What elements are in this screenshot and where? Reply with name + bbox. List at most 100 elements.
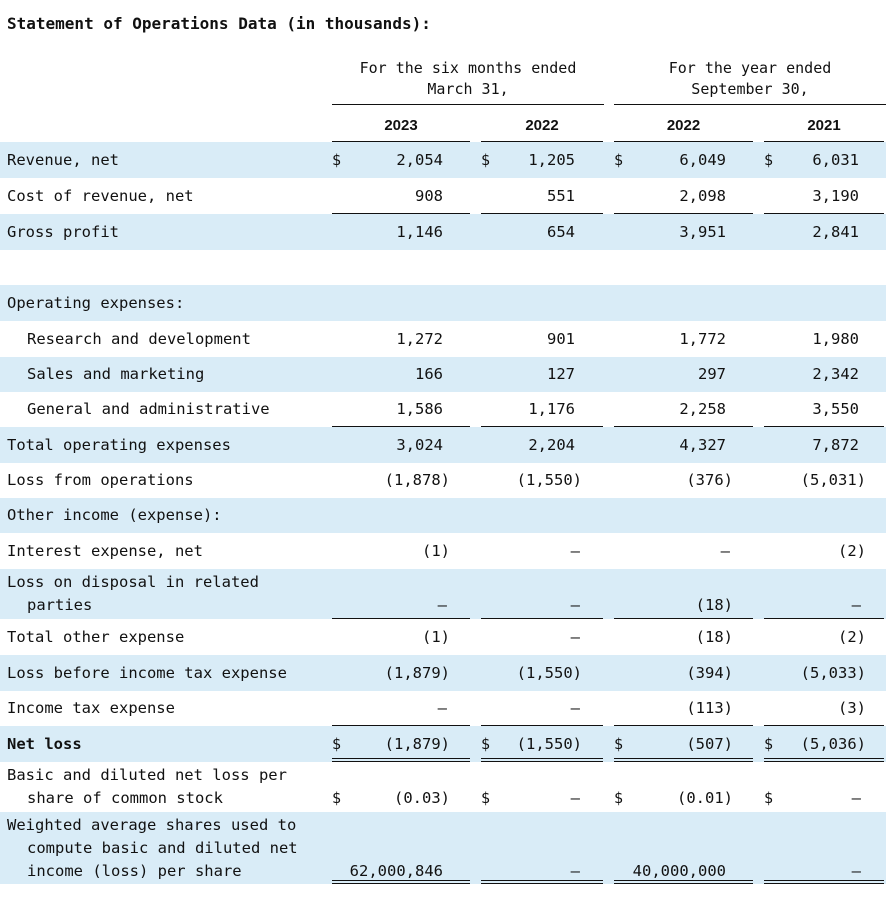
- year-header-rule: [332, 141, 470, 142]
- subtotal-underline: [332, 618, 470, 619]
- double-underline: [614, 883, 753, 884]
- value-cell: —: [570, 789, 580, 807]
- value-cell: 3,550: [812, 400, 859, 418]
- value-cell: 901: [547, 330, 575, 348]
- value-cell: 297: [698, 365, 726, 383]
- value-cell: —: [570, 862, 580, 880]
- value-cell: —: [437, 596, 447, 614]
- table-row: Sales and marketing 166 127 297 2,342: [0, 357, 886, 392]
- value-cell: 127: [547, 365, 575, 383]
- subtotal-underline: [614, 426, 753, 427]
- value-cell: 166: [415, 365, 443, 383]
- value-cell: (2): [838, 542, 866, 560]
- value-cell: 62,000,846: [349, 862, 443, 880]
- header-six-months: For the six months ended March 31,: [332, 58, 604, 100]
- table-row: Total other expense (1) — (18) (2): [0, 619, 886, 655]
- value-cell: (1,550): [516, 471, 582, 489]
- row-label: Sales and marketing: [27, 365, 205, 383]
- statement-title: Statement of Operations Data (in thousan…: [7, 14, 431, 33]
- currency-symbol: $: [764, 789, 774, 807]
- double-underline: [332, 883, 470, 884]
- value-cell: (18): [695, 628, 733, 646]
- double-underline: [481, 883, 603, 884]
- row-label: Cost of revenue, net: [7, 187, 194, 205]
- double-underline: [764, 883, 884, 884]
- table-row: Weighted average shares used to compute b…: [0, 812, 886, 884]
- value-cell: 908: [415, 187, 443, 205]
- subtotal-underline: [481, 725, 603, 726]
- value-cell: (3): [838, 699, 866, 717]
- value-cell: —: [720, 542, 730, 560]
- subtotal-underline: [764, 618, 884, 619]
- year-header-rule: [764, 141, 884, 142]
- value-cell: (18): [695, 596, 733, 614]
- value-cell: 1,205: [528, 151, 575, 169]
- double-underline: [614, 880, 753, 881]
- table-row: Net loss (1,879) $ (1,550) $ (507) $ (5,036) $: [0, 726, 886, 762]
- value-cell: 7,872: [812, 436, 859, 454]
- double-underline: [332, 880, 470, 881]
- value-cell: 6,031: [812, 151, 859, 169]
- value-cell: —: [570, 628, 580, 646]
- currency-symbol: $: [481, 789, 491, 807]
- row-label: Other income (expense):: [7, 506, 222, 524]
- currency-symbol: $: [614, 151, 624, 169]
- value-cell: —: [570, 596, 580, 614]
- double-underline: [481, 880, 603, 881]
- value-cell: 1,772: [679, 330, 726, 348]
- row-label: Interest expense, net: [7, 542, 203, 560]
- value-cell: 654: [547, 223, 575, 241]
- header-fiscal-year-line2: September 30,: [691, 80, 809, 98]
- subtotal-underline: [764, 725, 884, 726]
- year-header-rule: [614, 141, 753, 142]
- table-row: Research and development 1,272 901 1,772 1,9…: [0, 321, 886, 357]
- currency-symbol: $: [481, 151, 491, 169]
- double-underline: [332, 758, 470, 759]
- value-cell: —: [570, 542, 580, 560]
- table-row: Basic and diluted net loss per share of c…: [0, 762, 886, 812]
- row-label: Total operating expenses: [7, 436, 231, 454]
- row-label: General and administrative: [27, 400, 270, 418]
- row-label: Operating expenses:: [7, 294, 185, 312]
- subtotal-underline: [614, 213, 753, 214]
- value-cell: (1): [422, 628, 450, 646]
- header-fiscal-year-rule: [614, 104, 886, 105]
- double-underline: [614, 758, 753, 759]
- value-cell: (5,031): [800, 471, 866, 489]
- table-row: Cost of revenue, net 908 551 2,098 3,190: [0, 178, 886, 214]
- table-row: Total operating expenses 3,024 2,204 4,327 7…: [0, 427, 886, 463]
- value-cell: —: [437, 699, 447, 717]
- row-label: Net loss: [7, 735, 82, 753]
- row-label: Loss before income tax expense: [7, 664, 287, 682]
- subtotal-underline: [614, 725, 753, 726]
- currency-symbol: $: [332, 789, 342, 807]
- year-header-2: 2022: [525, 117, 559, 134]
- value-cell: 40,000,000: [632, 862, 726, 880]
- value-cell: (5,033): [800, 664, 866, 682]
- table-row: Interest expense, net (1) — — (2): [0, 533, 886, 569]
- subtotal-underline: [764, 213, 884, 214]
- value-cell: (376): [686, 471, 733, 489]
- currency-symbol: $: [481, 735, 491, 753]
- value-cell: 1,980: [812, 330, 859, 348]
- table-row: Revenue, net 2,054 $1,205 $6,049 $6,031 $: [0, 142, 886, 178]
- value-cell: 6,049: [679, 151, 726, 169]
- double-underline: [764, 758, 884, 759]
- header-fiscal-year: For the year ended September 30,: [614, 58, 886, 100]
- double-underline: [764, 880, 884, 881]
- value-cell: —: [851, 862, 861, 880]
- value-cell: (394): [686, 664, 733, 682]
- subtotal-underline: [481, 618, 603, 619]
- value-cell: —: [570, 699, 580, 717]
- value-cell: 2,098: [679, 187, 726, 205]
- value-cell: 2,204: [528, 436, 575, 454]
- currency-symbol: $: [614, 789, 624, 807]
- subtotal-underline: [332, 426, 470, 427]
- value-cell: (1,550): [516, 735, 582, 753]
- double-underline: [614, 761, 753, 762]
- row-label: Gross profit: [7, 223, 119, 241]
- double-underline: [764, 761, 884, 762]
- table-row: Gross profit 1,146 654 3,951 2,841: [0, 214, 886, 250]
- row-label: Basic and diluted net loss per: [7, 766, 287, 784]
- subtotal-underline: [332, 213, 470, 214]
